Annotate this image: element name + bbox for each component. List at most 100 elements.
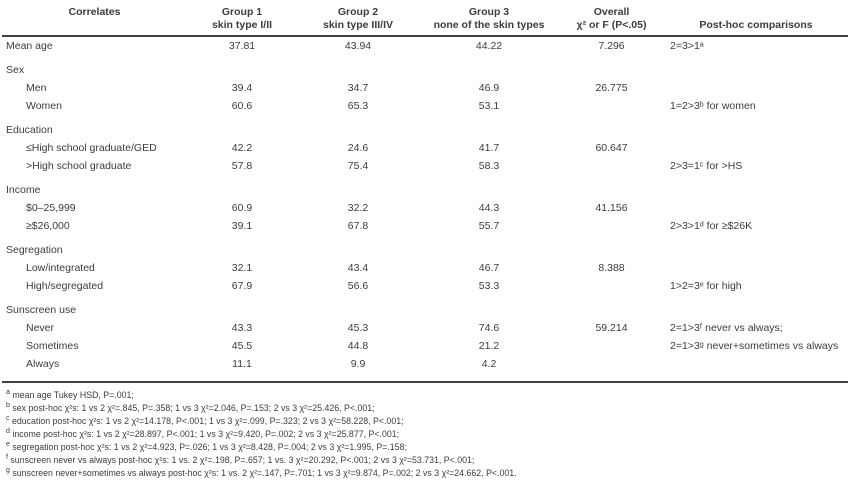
- footnote: d income post-hoc χ²s: 1 vs 2 χ²=28.897,…: [6, 428, 846, 441]
- posthoc-value: 2=1>3ᶠ never vs always;: [670, 322, 783, 334]
- table-row: Sometimes 45.5 44.8 21.2 2=1>3ᵍ never+someti…: [2, 337, 848, 355]
- group2-value: 44.8: [347, 340, 369, 352]
- group2-value: 9.9: [350, 358, 366, 370]
- group1-value: 32.1: [231, 262, 253, 274]
- group2-value: [297, 55, 419, 79]
- row-label: $0–25,999: [26, 202, 76, 214]
- footnotes: a mean age Tukey HSD, P=.001; b sex post-…: [2, 383, 848, 480]
- section-row: Education: [2, 115, 848, 139]
- group3-value: 55.7: [478, 220, 500, 232]
- overall-value: 7.296: [598, 40, 625, 52]
- group2-value: [297, 115, 419, 139]
- table-row: Always 11.1 9.9 4.2: [2, 355, 848, 380]
- column-header-group3: Group 3 none of the skin types: [419, 4, 559, 37]
- group2-value: 75.4: [347, 160, 369, 172]
- column-header-group2: Group 2 skin type III/IV: [297, 4, 419, 37]
- column-header-line: Group 2: [337, 6, 379, 18]
- table-bottom-rule: [2, 381, 848, 383]
- table-row: High/segregated 67.9 56.6 53.3 1>2=3ᵉ for hi…: [2, 277, 848, 295]
- group3-value: 46.9: [478, 82, 500, 94]
- table-row: ≤High school graduate/GED 42.2 24.6 41.7 60.…: [2, 139, 848, 157]
- group3-value: 74.6: [478, 322, 500, 334]
- posthoc-value: [664, 79, 848, 97]
- table-row: Mean age 37.81 43.94 44.22 7.296 2=3>1ᵃ: [2, 36, 848, 55]
- footnote: c education post-hoc χ²s: 1 vs 2 χ²=14.1…: [6, 415, 846, 428]
- column-header-line: Overall: [593, 6, 630, 18]
- group2-value: [297, 235, 419, 259]
- column-header-correlates: Correlates: [2, 4, 187, 37]
- posthoc-value: [664, 175, 848, 199]
- overall-value: [559, 355, 664, 380]
- group2-value: 67.8: [347, 220, 369, 232]
- section-row: Income: [2, 175, 848, 199]
- group1-value: [187, 115, 297, 139]
- group1-value: 67.9: [231, 280, 253, 292]
- group1-value: 45.5: [231, 340, 253, 352]
- table-row: ≥$26,000 39.1 67.8 55.7 2>3>1ᵈ for ≥$26K: [2, 217, 848, 235]
- table-row: Men 39.4 34.7 46.9 26.775: [2, 79, 848, 97]
- column-header-line: χ² or F (P<.05): [576, 19, 647, 31]
- row-label: Segregation: [6, 244, 63, 256]
- header-row: Correlates Group 1 skin type I/II Group …: [2, 4, 848, 37]
- group3-value: 21.2: [478, 340, 500, 352]
- row-label: High/segregated: [26, 280, 104, 292]
- overall-value: [559, 157, 664, 175]
- column-header-line: skin type III/IV: [322, 19, 394, 31]
- group1-value: [187, 235, 297, 259]
- table-row: Women 60.6 65.3 53.1 1=2>3ᵇ for women: [2, 97, 848, 115]
- row-label: Men: [26, 82, 47, 94]
- section-row: Sunscreen use: [2, 295, 848, 319]
- overall-value: [559, 337, 664, 355]
- group3-value: 53.3: [478, 280, 500, 292]
- posthoc-value: [664, 355, 848, 380]
- column-header-overall: Overall χ² or F (P<.05): [559, 4, 664, 37]
- footnote-text: segregation post-hoc χ²s: 1 vs 2 χ²=4.92…: [12, 442, 407, 452]
- group2-value: [297, 175, 419, 199]
- group3-value: [419, 175, 559, 199]
- table-row: >High school graduate 57.8 75.4 58.3 2>3=1ᶜ …: [2, 157, 848, 175]
- footnote-marker: b: [6, 402, 10, 410]
- group2-value: 56.6: [347, 280, 369, 292]
- group3-value: 46.7: [478, 262, 500, 274]
- row-label: Sex: [6, 64, 25, 76]
- group3-value: [419, 235, 559, 259]
- overall-value: [559, 295, 664, 319]
- column-header-group1: Group 1 skin type I/II: [187, 4, 297, 37]
- group3-value: 4.2: [481, 358, 497, 370]
- footnote-marker: f: [6, 454, 8, 462]
- group1-value: 43.3: [231, 322, 253, 334]
- group3-value: [419, 295, 559, 319]
- posthoc-value: 2=1>3ᵍ never+sometimes vs always: [670, 340, 839, 352]
- group1-value: 11.1: [232, 358, 252, 370]
- group3-value: 44.3: [478, 202, 500, 214]
- row-label: Women: [26, 100, 62, 112]
- footnote-text: sunscreen never vs always post-hoc χ²s: …: [10, 455, 475, 465]
- posthoc-value: [664, 139, 848, 157]
- group1-value: 39.4: [231, 82, 253, 94]
- posthoc-value: [664, 55, 848, 79]
- row-label: ≥$26,000: [26, 220, 70, 232]
- group1-value: [187, 175, 297, 199]
- group1-value: 39.1: [231, 220, 253, 232]
- group3-value: 58.3: [478, 160, 500, 172]
- column-header-line: Post-hoc comparisons: [699, 19, 813, 31]
- group2-value: 43.94: [344, 40, 372, 52]
- group1-value: 60.6: [231, 100, 253, 112]
- posthoc-value: 1>2=3ᵉ for high: [670, 280, 742, 292]
- group1-value: 60.9: [231, 202, 253, 214]
- column-header-line: Group 1: [221, 6, 263, 18]
- group1-value: 37.81: [228, 40, 256, 52]
- row-label: Income: [6, 184, 41, 196]
- overall-value: [559, 55, 664, 79]
- overall-value: [559, 235, 664, 259]
- group1-value: [187, 295, 297, 319]
- overall-value: 59.214: [595, 322, 628, 334]
- table-header: Correlates Group 1 skin type I/II Group …: [2, 4, 848, 37]
- footnote-marker: c: [6, 415, 10, 423]
- column-header-line: [666, 6, 846, 19]
- posthoc-value: 1=2>3ᵇ for women: [670, 100, 756, 112]
- footnote-text: mean age Tukey HSD, P=.001;: [12, 390, 134, 400]
- section-row: Segregation: [2, 235, 848, 259]
- footnote: e segregation post-hoc χ²s: 1 vs 2 χ²=4.…: [6, 441, 846, 454]
